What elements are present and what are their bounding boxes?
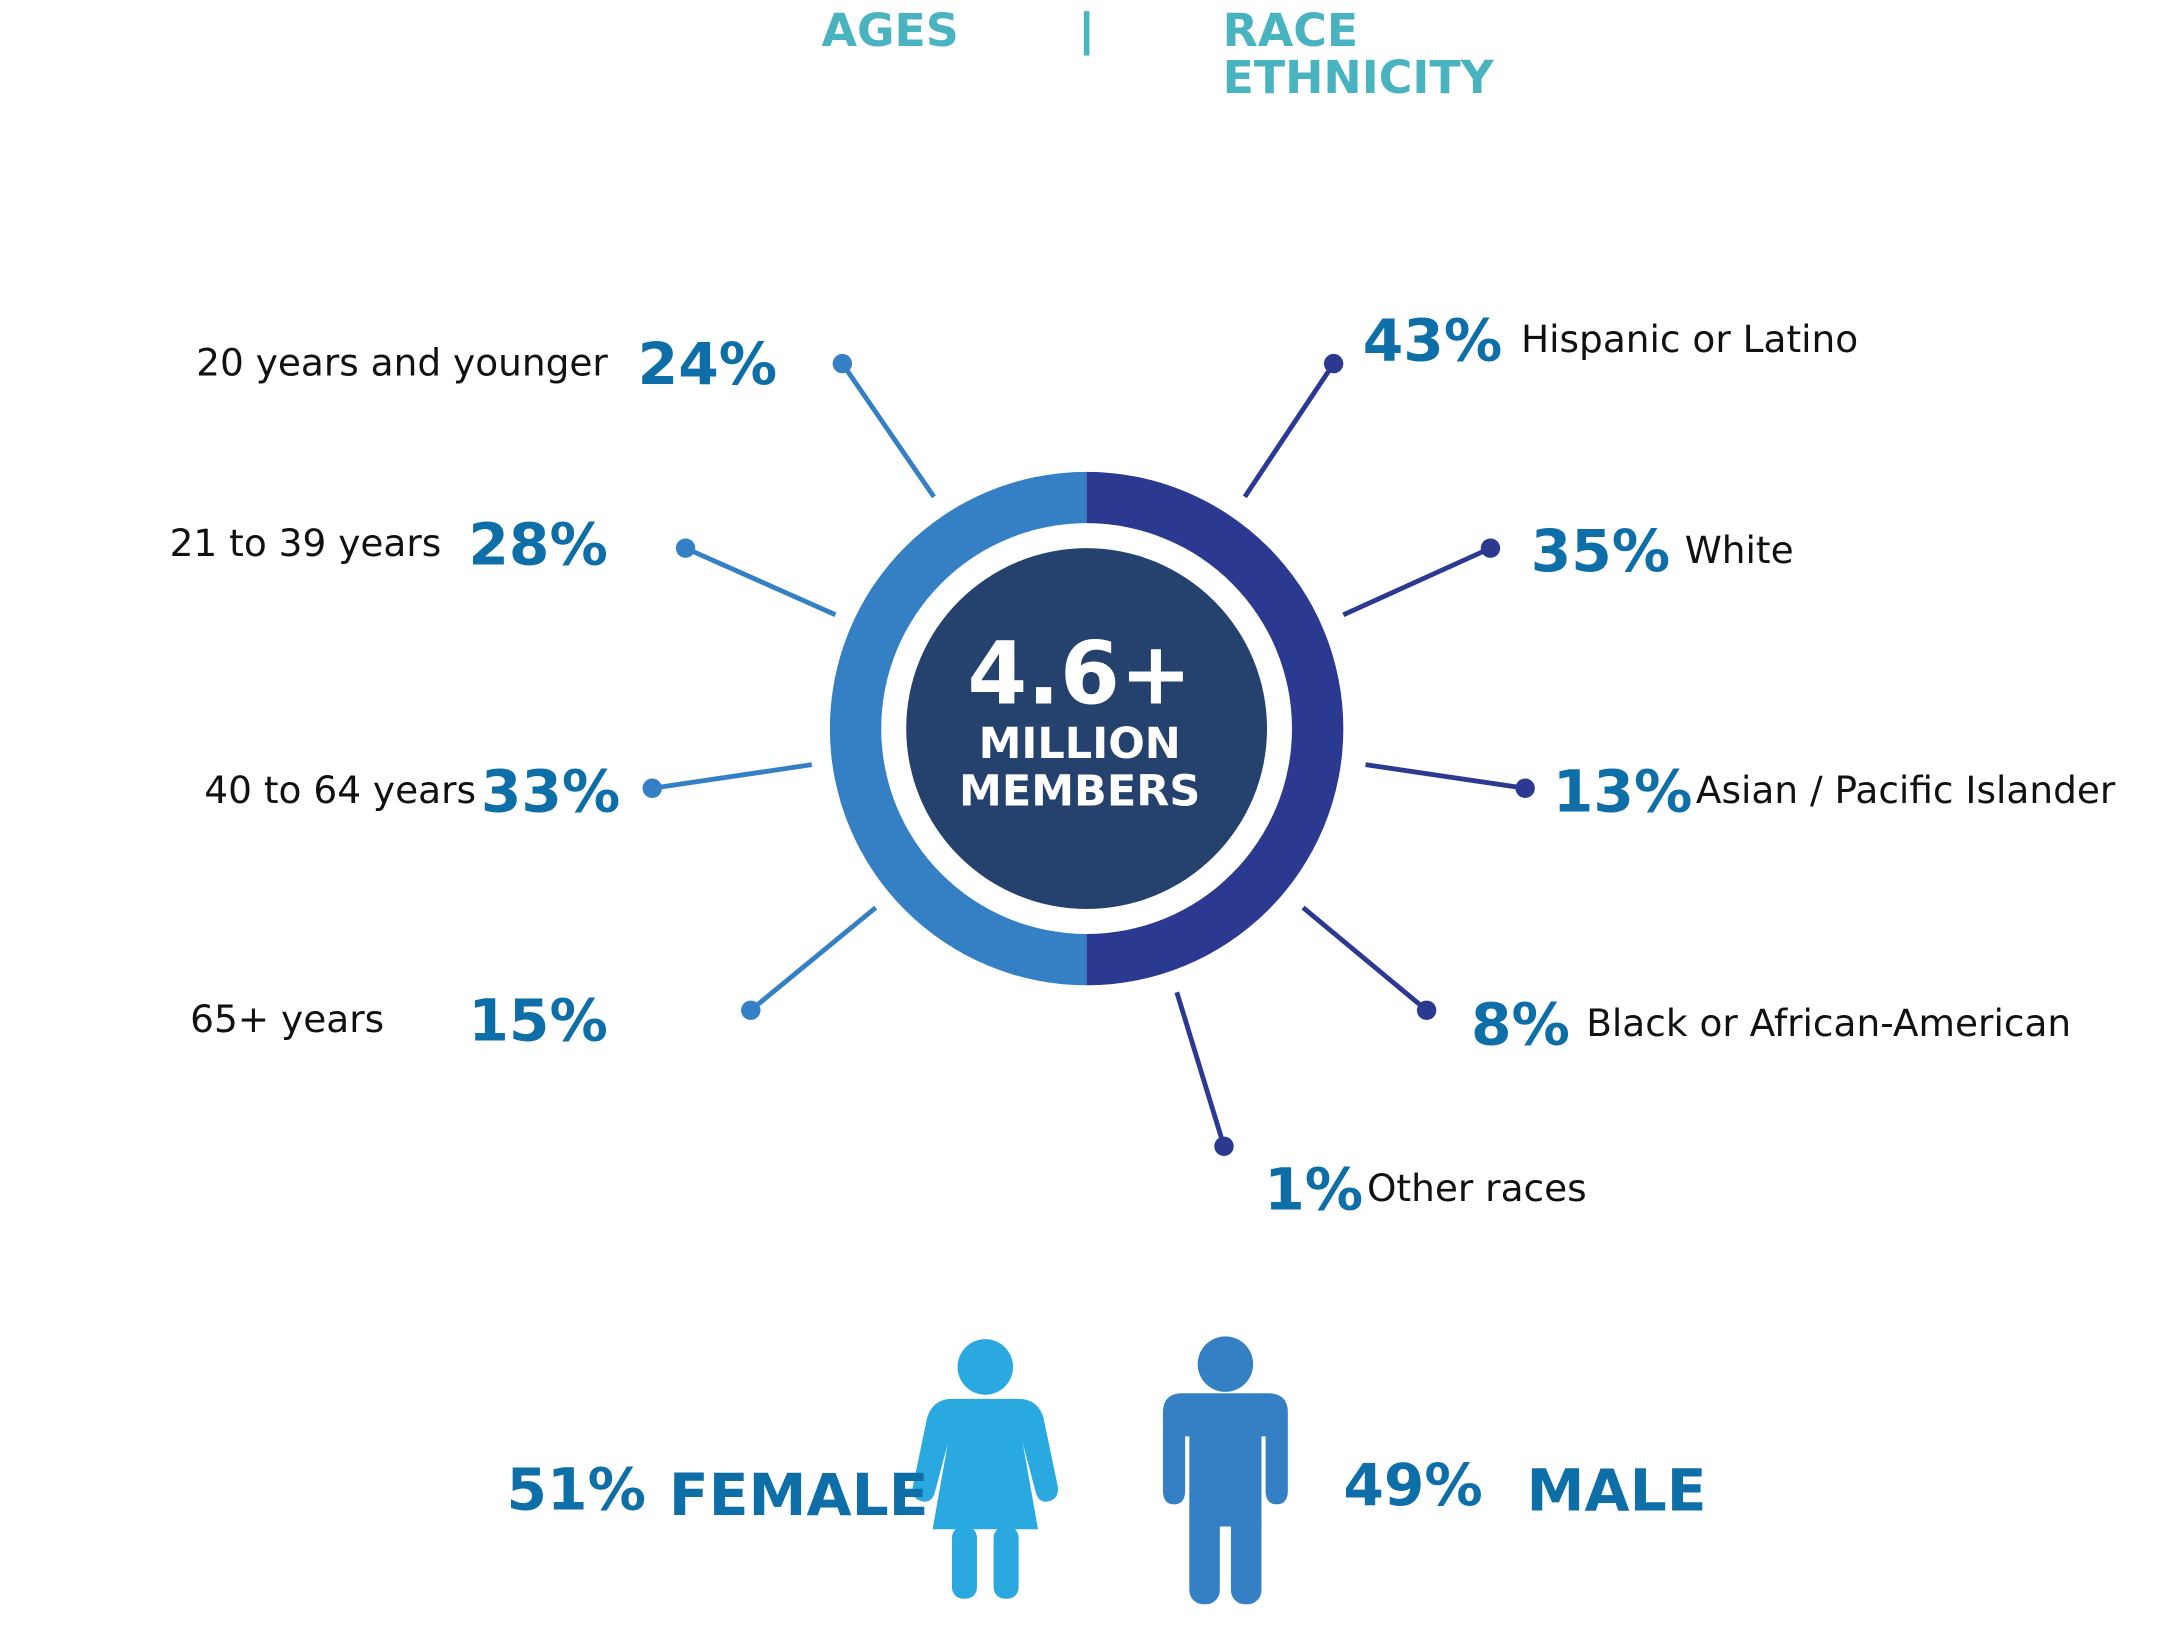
male-percent: 49% bbox=[1343, 1451, 1482, 1519]
connector-dot bbox=[1214, 1136, 1234, 1156]
race-label: White bbox=[1685, 528, 1794, 572]
race-percent: 13% bbox=[1553, 757, 1692, 825]
age-percent: 33% bbox=[481, 757, 620, 825]
connector bbox=[1242, 362, 1336, 499]
connector-dot bbox=[1416, 1000, 1437, 1020]
ring-race bbox=[1086, 471, 1344, 986]
female-icon bbox=[912, 1339, 1058, 1599]
connector bbox=[1174, 991, 1227, 1147]
header-race: ETHNICITY bbox=[1223, 50, 1495, 104]
connector bbox=[1365, 762, 1526, 791]
race-label: Other races bbox=[1367, 1166, 1587, 1210]
connector bbox=[1342, 545, 1492, 617]
age-label: 20 years and younger bbox=[196, 340, 608, 384]
race-percent: 43% bbox=[1363, 306, 1502, 374]
connector bbox=[840, 362, 936, 499]
connector bbox=[684, 545, 837, 617]
age-percent: 15% bbox=[468, 986, 607, 1054]
race-label: Hispanic or Latino bbox=[1521, 317, 1858, 361]
connector bbox=[1301, 905, 1429, 1013]
age-label: 21 to 39 years bbox=[170, 521, 442, 565]
race-percent: 8% bbox=[1471, 990, 1570, 1058]
connector-dot bbox=[642, 778, 662, 798]
connector bbox=[749, 905, 878, 1013]
female-label: FEMALE bbox=[669, 1461, 929, 1529]
age-percent: 28% bbox=[468, 510, 607, 578]
ring-ages bbox=[829, 471, 1087, 986]
connector-dot bbox=[1515, 778, 1535, 798]
header-ages: AGES bbox=[822, 3, 959, 57]
connector-dot bbox=[1480, 538, 1501, 558]
connector-dot bbox=[675, 538, 696, 558]
age-percent: 24% bbox=[638, 330, 777, 398]
age-label: 65+ years bbox=[190, 997, 384, 1041]
connector-dot bbox=[741, 1000, 761, 1020]
connector bbox=[651, 762, 813, 791]
race-label: Asian / Pacific Islander bbox=[1696, 768, 2116, 812]
center-circle bbox=[906, 548, 1268, 909]
header-race: RACE bbox=[1223, 3, 1359, 57]
male-icon bbox=[1162, 1336, 1288, 1605]
male-label: MALE bbox=[1527, 1457, 1707, 1525]
center-value: 4.6+ bbox=[967, 624, 1192, 724]
race-percent: 1% bbox=[1264, 1156, 1363, 1224]
center-line: MILLION bbox=[979, 719, 1181, 769]
race-label: Black or African-American bbox=[1586, 1001, 2071, 1045]
age-label: 40 to 64 years bbox=[204, 768, 476, 812]
connector-dot bbox=[1323, 353, 1344, 374]
center-line: MEMBERS bbox=[959, 766, 1200, 816]
female-percent: 51% bbox=[507, 1455, 646, 1523]
connector-dot bbox=[832, 353, 853, 374]
race-percent: 35% bbox=[1531, 517, 1670, 585]
